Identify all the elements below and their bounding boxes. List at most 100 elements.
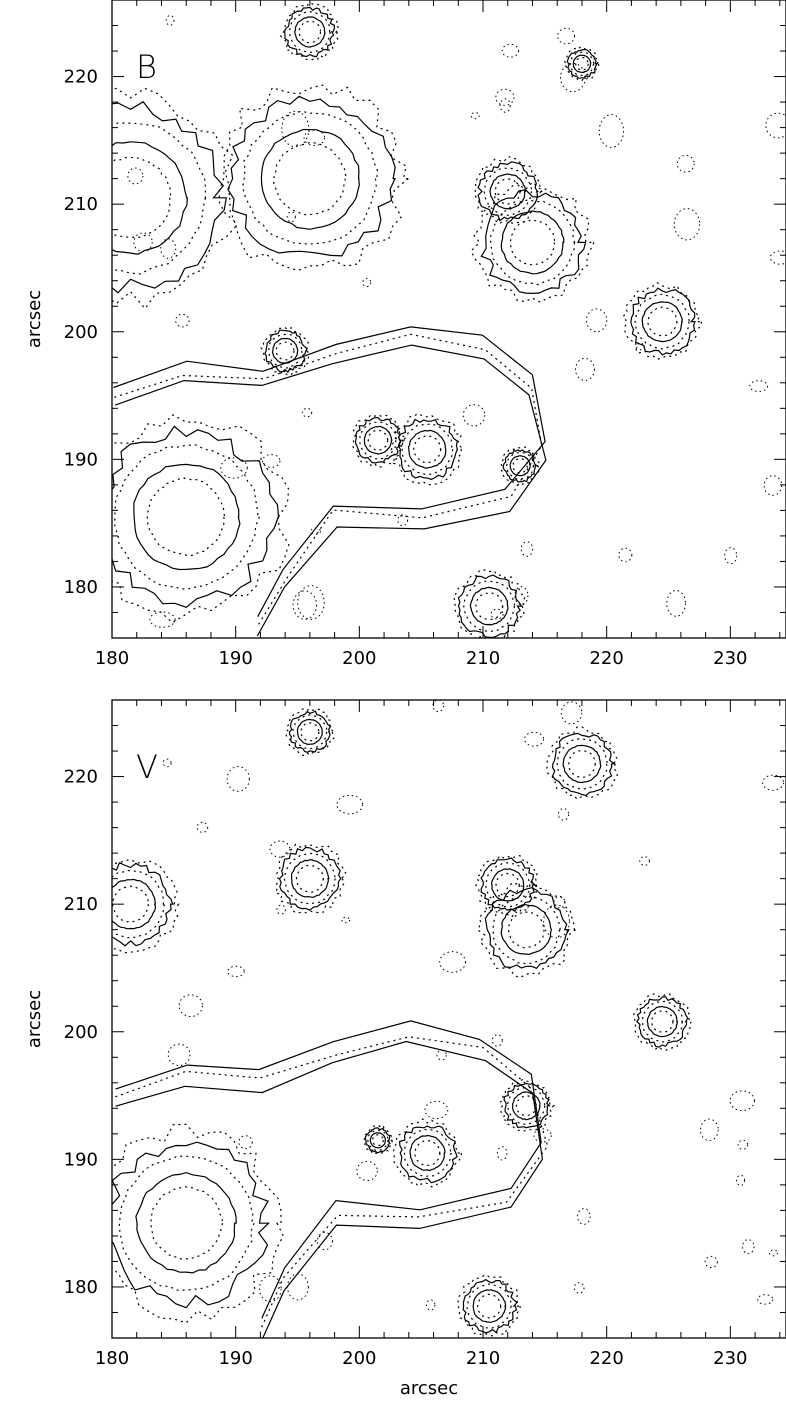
noise-contour xyxy=(286,211,296,223)
noise-contour xyxy=(499,98,511,113)
noise-contour xyxy=(573,1282,585,1294)
noise-contour xyxy=(763,475,783,496)
noise-contour xyxy=(149,611,176,628)
noise-contour xyxy=(495,88,515,106)
contour-source-1-level-4 xyxy=(112,414,290,624)
x-tick-label: 230 xyxy=(713,648,747,669)
contour-source-8-level-0 xyxy=(500,210,565,275)
contour-source-0-level-1 xyxy=(112,885,150,923)
noise-contour xyxy=(258,1275,282,1303)
noise-contour xyxy=(524,731,545,747)
noise-contour xyxy=(520,541,534,557)
noise-contour xyxy=(162,758,172,768)
contour-source-1-level-1 xyxy=(146,477,226,557)
noise-contour xyxy=(666,590,687,617)
contour-source-5-level-1 xyxy=(367,429,389,451)
contour-source-5-level-3 xyxy=(354,416,403,464)
noise-contour xyxy=(741,1239,755,1255)
contour-source-11-level-0 xyxy=(572,54,592,74)
noise-contour xyxy=(749,380,769,392)
noise-contour xyxy=(287,1273,309,1301)
contour-source-9-level-1 xyxy=(512,457,529,474)
contour-source-7-level-2 xyxy=(492,895,561,965)
contour-source-6-level-3 xyxy=(480,857,537,912)
contour-source-2-level-4 xyxy=(218,84,411,272)
noise-contour xyxy=(160,238,177,259)
contour-source-0-level-2 xyxy=(112,869,165,939)
noise-contour xyxy=(543,904,570,939)
contour-source-12-level-2 xyxy=(634,293,691,350)
noise-contour xyxy=(261,453,281,468)
noise-contour xyxy=(301,407,313,418)
contour-source-3-level-4 xyxy=(285,707,336,757)
noise-contour xyxy=(362,277,372,288)
contour-source-7-level-2 xyxy=(483,167,533,216)
noise-contour xyxy=(560,701,583,725)
y-axis-label: arcsec xyxy=(24,990,45,1048)
y-tick-label: 200 xyxy=(64,322,98,343)
x-tick-label: 180 xyxy=(95,648,129,669)
noise-contour xyxy=(557,27,576,45)
contour-source-3-level-3 xyxy=(288,710,332,753)
extended-emission-contour-0 xyxy=(114,344,547,637)
contour-source-11-level-3 xyxy=(566,48,599,79)
noise-contour xyxy=(737,1139,749,1150)
noise-contour xyxy=(297,585,325,620)
contour-source-8-level-3 xyxy=(503,1082,551,1129)
contour-source-7-level-3 xyxy=(477,161,539,222)
noise-contour xyxy=(559,62,586,93)
noise-contour xyxy=(768,1249,778,1257)
contour-source-1-level-2 xyxy=(114,444,261,591)
y-tick-label: 190 xyxy=(64,449,98,470)
contour-source-8-level-4 xyxy=(499,1078,556,1132)
contour-source-5-level-0 xyxy=(363,425,393,455)
contour-source-9-level-3 xyxy=(502,449,539,483)
extended-emission-contour-2 xyxy=(115,1020,542,1319)
noise-contour xyxy=(316,1231,333,1251)
contour-source-1-level-0 xyxy=(135,1171,237,1274)
contour-source-10-level-2 xyxy=(463,580,515,633)
noise-contour xyxy=(336,794,364,815)
contour-source-4-level-2 xyxy=(367,1129,389,1151)
contour-source-8-level-2 xyxy=(507,1086,546,1126)
noise-contour xyxy=(167,1043,191,1067)
noise-contour xyxy=(557,808,570,821)
noise-contour xyxy=(439,951,467,973)
contour-source-0-level-3 xyxy=(112,862,174,947)
noise-contour xyxy=(765,112,786,139)
contour-source-11-level-2 xyxy=(569,51,595,77)
contour-source-1-level-1 xyxy=(150,1186,224,1260)
noise-contour xyxy=(436,1049,447,1061)
contour-source-9-level-3 xyxy=(462,1278,518,1334)
noise-contour xyxy=(292,590,318,620)
contour-source-1-level-0 xyxy=(133,463,241,571)
noise-contour xyxy=(425,1299,436,1311)
contour-source-0-level-3 xyxy=(112,101,228,294)
contour-source-0-level-1 xyxy=(112,156,172,239)
contour-source-0-level-4 xyxy=(112,87,237,310)
noise-contour xyxy=(220,457,248,479)
noise-contour xyxy=(227,965,245,978)
contour-source-11-level-3 xyxy=(636,996,689,1048)
y-tick-label: 190 xyxy=(64,1149,98,1170)
noise-contour xyxy=(496,1146,508,1161)
contour-source-4-level-3 xyxy=(364,1127,391,1154)
contour-source-11-level-1 xyxy=(574,56,590,71)
noise-contour xyxy=(699,1118,719,1142)
contour-source-10-level-0 xyxy=(469,586,509,626)
extended-emission-contour-2 xyxy=(113,326,546,617)
x-tick-label: 210 xyxy=(466,1348,500,1369)
contour-source-11-level-2 xyxy=(641,1000,684,1043)
contour-source-10-level-4 xyxy=(452,569,526,638)
x-tick-label: 180 xyxy=(95,1348,129,1369)
contour-source-8-level-2 xyxy=(489,199,576,286)
noise-contour xyxy=(574,357,595,381)
contour-area xyxy=(112,700,785,1338)
contour-source-0-level-0 xyxy=(112,141,188,255)
panel-band-label: B xyxy=(136,48,157,86)
contour-source-7-level-0 xyxy=(489,173,526,210)
contour-source-6-level-1 xyxy=(495,872,520,898)
contour-source-11-level-4 xyxy=(563,46,600,82)
contour-source-3-level-2 xyxy=(292,714,328,750)
contour-source-3-level-1 xyxy=(298,20,322,44)
